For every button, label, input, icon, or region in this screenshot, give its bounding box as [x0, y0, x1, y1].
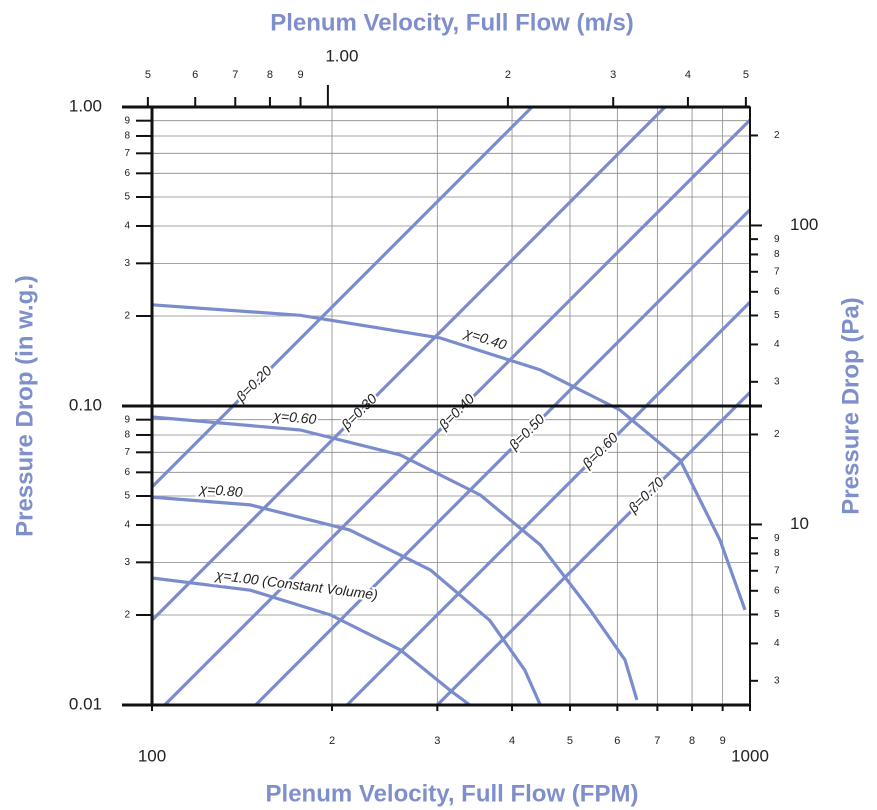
curve: [151, 415, 639, 701]
curve: [163, 118, 752, 707]
y-tick-label: 6: [124, 168, 130, 179]
x2-tick-label: 5: [743, 69, 749, 81]
y2-tick-label: 4: [774, 638, 780, 649]
y2-tick-label: 8: [774, 548, 780, 559]
x-tick-label: 7: [654, 735, 660, 747]
x-tick-label: 4: [509, 735, 515, 747]
curve: [254, 208, 752, 707]
y2-tick-label: 7: [774, 266, 780, 277]
x2-tick-label: 1.00: [325, 46, 358, 65]
y-tick-label: 4: [124, 520, 130, 531]
curve-label: β=0.40: [435, 390, 478, 433]
x-tick-label: 8: [689, 735, 695, 747]
y2-tick-label: 9: [774, 533, 780, 544]
curve-label: β=0.50: [505, 411, 548, 454]
x-tick-label: 2: [329, 735, 335, 747]
x2-tick-label: 9: [297, 69, 303, 81]
curve-label: χ=0.60: [271, 407, 318, 427]
x-tick-label: 5: [567, 735, 573, 747]
y-tick-label: 5: [124, 192, 130, 203]
x2-tick-label: 4: [685, 69, 691, 81]
y-tick-label: 8: [124, 430, 130, 441]
x-tick-label: 1000: [731, 746, 769, 765]
y-tick-label: 7: [124, 447, 130, 458]
right-axis-title: Pressure Drop (Pa): [837, 297, 864, 514]
curve-label: β=0.70: [624, 474, 667, 517]
y2-tick-label: 6: [774, 585, 780, 596]
x2-tick-label: 5: [145, 69, 151, 81]
y-tick-label: 6: [124, 467, 130, 478]
x2-tick-label: 7: [232, 69, 238, 81]
y-tick-label: 1.00: [69, 96, 102, 115]
y2-tick-label: 10: [790, 514, 809, 533]
y-tick-label: 9: [124, 414, 130, 425]
x-tick-label: 100: [138, 746, 166, 765]
y-tick-label: 4: [124, 221, 130, 232]
curve-label: β=0.30: [337, 390, 380, 433]
curve: [150, 105, 667, 622]
y2-tick-label: 2: [774, 429, 780, 440]
top-axis-title: Plenum Velocity, Full Flow (m/s): [270, 9, 634, 36]
y2-tick-label: 3: [774, 376, 780, 387]
y2-tick-label: 5: [774, 310, 780, 321]
curve-label: χ=0.80: [197, 480, 243, 500]
x2-tick-label: 3: [610, 69, 616, 81]
y2-tick-label: 7: [774, 565, 780, 576]
y2-tick-label: 6: [774, 286, 780, 297]
y-tick-label: 2: [124, 311, 130, 322]
y-tick-label: 9: [124, 115, 130, 126]
x2-tick-label: 6: [192, 69, 198, 81]
y2-tick-label: 100: [790, 215, 818, 234]
x-tick-label: 3: [434, 735, 440, 747]
curve: [151, 303, 747, 611]
y-tick-label: 8: [124, 131, 130, 142]
curve-label: β=0.60: [578, 429, 621, 472]
y2-tick-label: 5: [774, 609, 780, 620]
x-tick-label: 6: [614, 735, 620, 747]
curve-label: β=0.20: [232, 362, 275, 405]
y2-tick-label: 3: [774, 675, 780, 686]
y2-tick-label: 8: [774, 249, 780, 260]
y-tick-label: 3: [124, 557, 130, 568]
x-tick-label: 9: [720, 735, 726, 747]
curve: [345, 300, 752, 707]
y-tick-label: 0.01: [69, 694, 102, 713]
curve: [151, 495, 542, 706]
curve: [151, 576, 471, 707]
x2-tick-label: 8: [267, 69, 273, 81]
y2-tick-label: 4: [774, 339, 780, 350]
y2-tick-label: 2: [774, 130, 780, 141]
y-tick-label: 5: [124, 491, 130, 502]
left-axis-title: Pressure Drop (in w.g.): [11, 275, 38, 537]
y-tick-label: 7: [124, 148, 130, 159]
x2-tick-label: 2: [505, 69, 511, 81]
y2-tick-label: 9: [774, 234, 780, 245]
y-tick-label: 2: [124, 610, 130, 621]
y-tick-label: 0.10: [69, 395, 102, 414]
curve: [436, 391, 752, 707]
bottom-axis-title: Plenum Velocity, Full Flow (FPM): [266, 780, 639, 807]
y-tick-label: 3: [124, 258, 130, 269]
